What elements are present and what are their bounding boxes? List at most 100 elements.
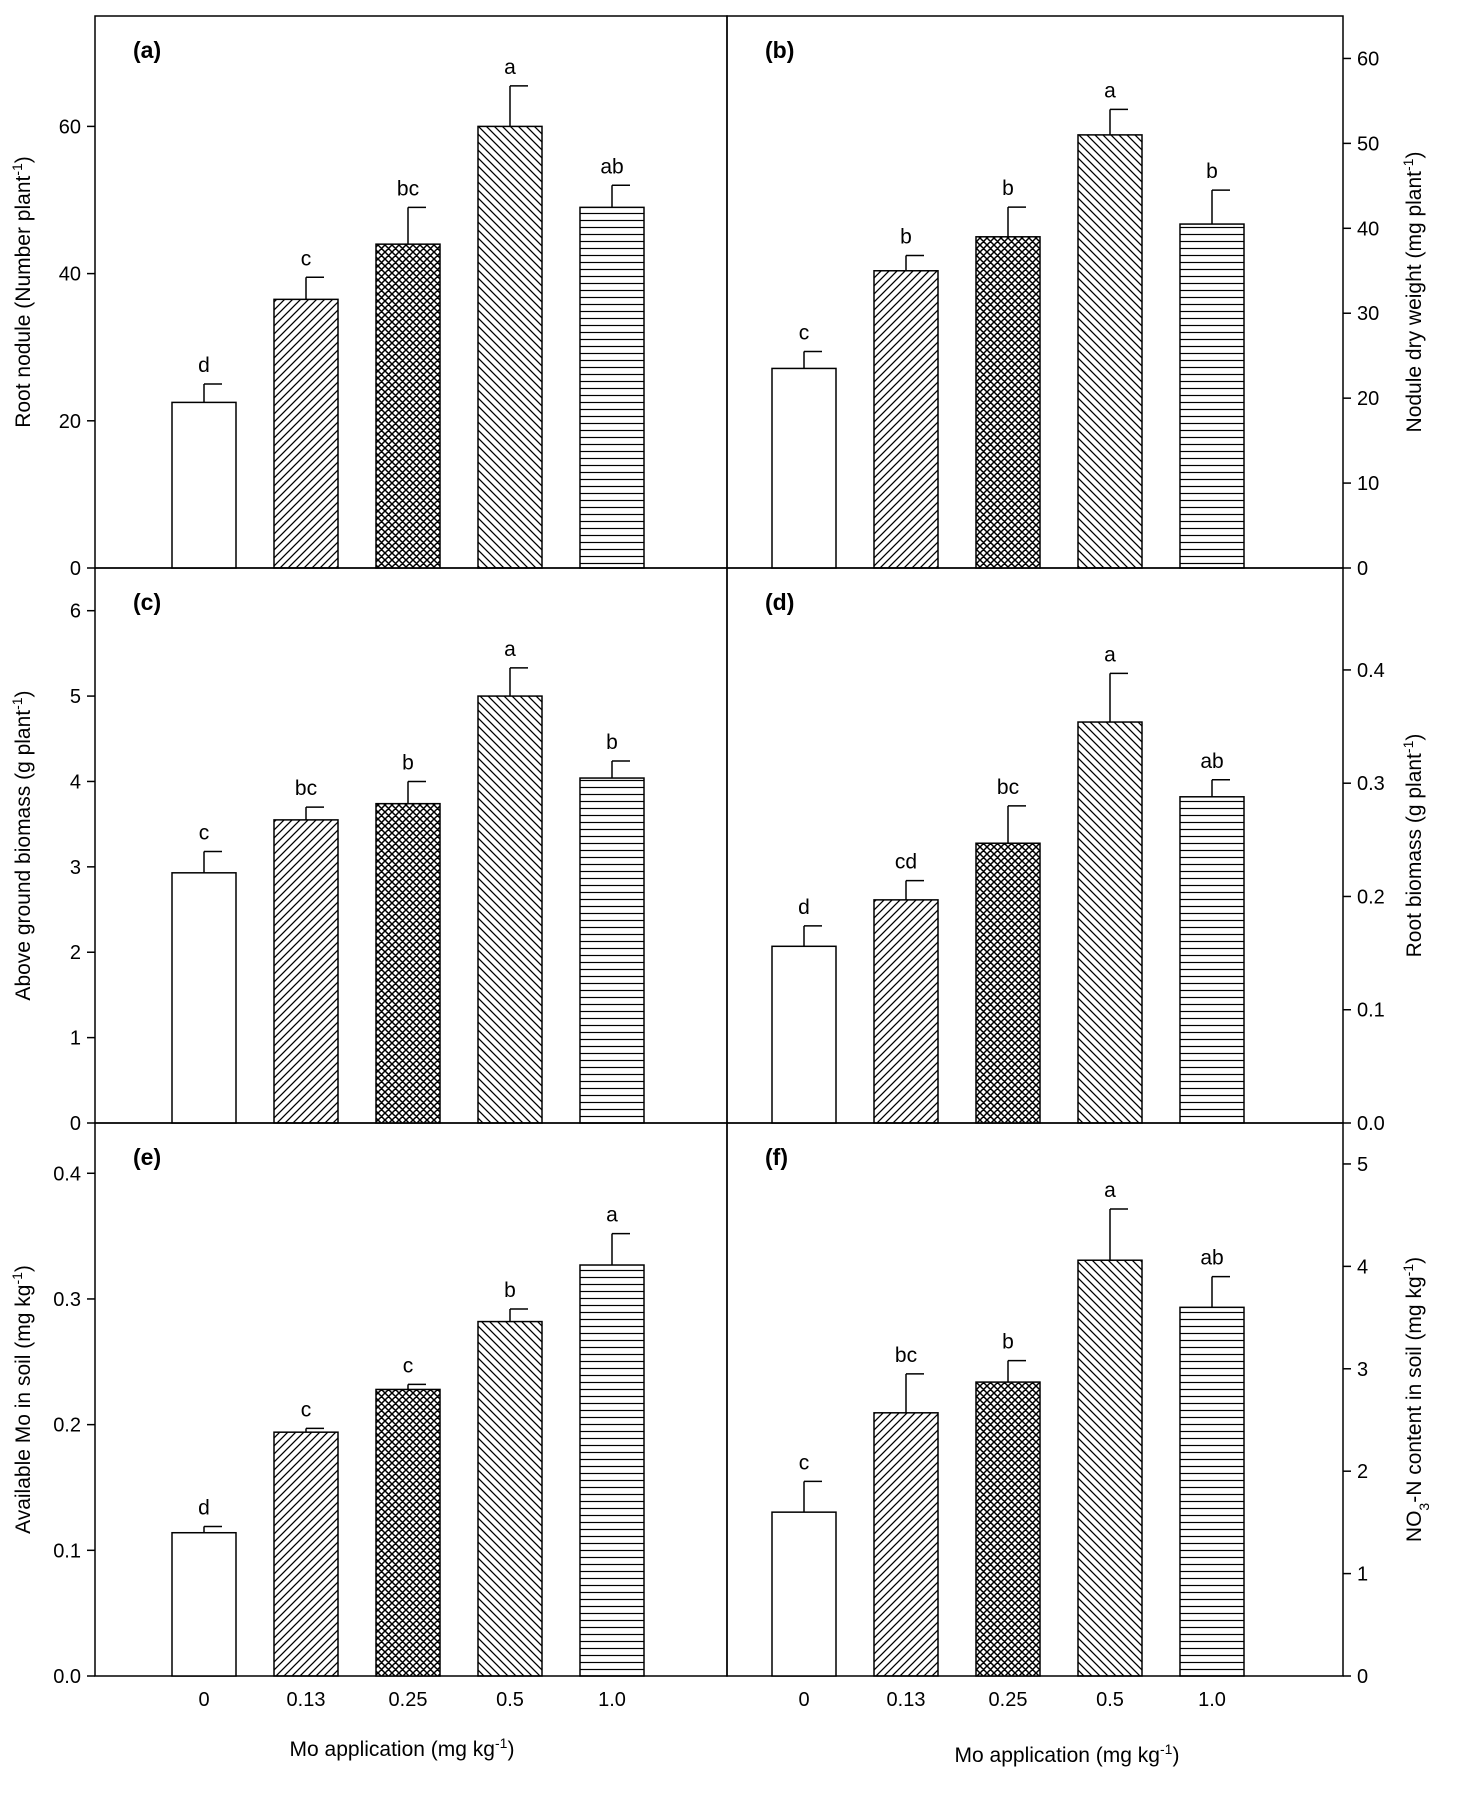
- y-tick-label: 2: [70, 942, 81, 964]
- y-tick-label: 0.4: [53, 1163, 81, 1185]
- x-axis-label-right: Mo application (mg kg-1): [955, 1741, 1180, 1767]
- y-tick-label: 5: [70, 686, 81, 708]
- bar-0.25: [375, 802, 441, 1124]
- y-tick-label: 0.3: [53, 1289, 81, 1311]
- y-tick-label: 60: [59, 116, 81, 138]
- significance-letter: c: [799, 321, 810, 344]
- x-tick-label: 1.0: [598, 1689, 626, 1711]
- bar-1.0: [1179, 1306, 1245, 1677]
- bar-0: [171, 872, 237, 1124]
- panel-c: (c) 0 1 2 3 4 5 6 Above ground biomass (g plant-…: [9, 567, 728, 1135]
- y-tick-label: 0.2: [1357, 886, 1385, 908]
- panel-label: (e): [133, 1144, 161, 1170]
- y-tick-label: 30: [1357, 303, 1379, 325]
- bar-0.25: [375, 243, 441, 569]
- significance-letter: a: [504, 638, 516, 661]
- y-tick-label: 0.4: [1357, 660, 1385, 682]
- significance-letter: cd: [895, 851, 917, 874]
- x-tick-label: 0: [798, 1689, 809, 1711]
- bar-0: [771, 1511, 837, 1677]
- y-tick-label: 40: [1357, 218, 1379, 240]
- x-tick-label: 0: [198, 1689, 209, 1711]
- significance-letter: a: [504, 56, 516, 79]
- significance-letter: c: [301, 1398, 312, 1421]
- y-axis-label: Above ground biomass (g plant-1): [9, 690, 35, 1000]
- significance-letter: ab: [1200, 750, 1223, 773]
- y-tick-label: 5: [1357, 1154, 1368, 1176]
- y-tick-label: 0: [70, 1113, 81, 1135]
- bar-0.5: [477, 125, 543, 569]
- y-tick-label: 3: [70, 857, 81, 879]
- bar-0.13: [273, 298, 339, 569]
- bar-1.0: [1179, 223, 1245, 569]
- x-tick-label: 0.25: [989, 1689, 1028, 1711]
- y-tick-label: 1: [70, 1028, 81, 1050]
- bar-0: [171, 401, 237, 569]
- significance-letter: b: [900, 225, 912, 248]
- bar-1.0: [1179, 796, 1245, 1124]
- y-tick-label: 3: [1357, 1359, 1368, 1381]
- bar-1.0: [579, 1264, 645, 1677]
- bar-1.0: [579, 777, 645, 1124]
- panel-f: (f) 0 1 2 3 4 5 NO3-N content in soil (mg kg-1)…: [726, 1122, 1432, 1711]
- significance-letter: bc: [997, 776, 1019, 799]
- significance-letter: c: [301, 247, 312, 270]
- bar-0: [171, 1531, 237, 1677]
- x-tick-label: 0.13: [887, 1689, 926, 1711]
- bar-0.13: [273, 819, 339, 1124]
- panel-label: (f): [765, 1144, 788, 1170]
- x-tick-label: 1.0: [1198, 1689, 1226, 1711]
- y-tick-label: 60: [1357, 48, 1379, 70]
- y-tick-label: 10: [1357, 473, 1379, 495]
- y-axis-label: Root nodule (Number plant-1): [9, 156, 35, 428]
- bar-0.5: [477, 1320, 543, 1677]
- panel-label: (c): [133, 589, 161, 615]
- y-tick-label: 0.0: [53, 1666, 81, 1688]
- bar-0.5: [1077, 721, 1143, 1124]
- bar-0.25: [975, 1381, 1041, 1677]
- y-tick-label: 0: [1357, 558, 1368, 580]
- x-tick-label: 0.5: [1096, 1689, 1124, 1711]
- y-axis-label: Available Mo in soil (mg kg-1): [9, 1265, 35, 1534]
- significance-letter: c: [799, 1451, 810, 1474]
- bar-0.5: [1077, 134, 1143, 569]
- significance-letter: b: [1002, 1331, 1014, 1354]
- y-tick-label: 40: [59, 264, 81, 286]
- x-tick-label: 0.25: [389, 1689, 428, 1711]
- significance-letter: d: [198, 354, 210, 377]
- significance-letter: a: [1104, 643, 1116, 666]
- y-tick-label: 0.1: [53, 1540, 81, 1562]
- bar-0.25: [975, 236, 1041, 569]
- x-tick-label: 0.5: [496, 1689, 524, 1711]
- significance-letter: d: [198, 1496, 210, 1519]
- significance-letter: ab: [600, 155, 623, 178]
- y-tick-label: 0.0: [1357, 1113, 1385, 1135]
- significance-letter: bc: [895, 1344, 917, 1367]
- bar-0.13: [873, 899, 939, 1124]
- bar-0.5: [477, 695, 543, 1124]
- bar-0: [771, 945, 837, 1124]
- significance-letter: d: [798, 896, 810, 919]
- significance-letter: bc: [397, 177, 419, 200]
- bar-0.5: [1077, 1259, 1143, 1677]
- significance-letter: a: [606, 1204, 618, 1227]
- panel-label: (d): [765, 589, 794, 615]
- y-tick-label: 0: [1357, 1666, 1368, 1688]
- panel-b: (b) 0 10 20 30 40 50 60 Nodule dry weight (mg pl…: [726, 15, 1426, 580]
- panel-a: (a) 0 20 40 60 Root nodule (Number plant-1) d c…: [9, 15, 728, 580]
- bar-0.13: [873, 270, 939, 569]
- y-tick-label: 4: [70, 771, 81, 793]
- x-axis-label-left: Mo application (mg kg-1): [290, 1735, 515, 1761]
- significance-letter: c: [199, 821, 210, 844]
- y-tick-label: 0.1: [1357, 1000, 1385, 1022]
- y-tick-label: 6: [70, 601, 81, 623]
- bar-0.25: [975, 842, 1041, 1124]
- y-axis-label: Nodule dry weight (mg plant-1): [1400, 152, 1426, 433]
- significance-letter: b: [504, 1279, 516, 1302]
- significance-letter: a: [1104, 79, 1116, 102]
- significance-letter: b: [402, 751, 414, 774]
- significance-letter: b: [1206, 160, 1218, 183]
- y-tick-label: 1: [1357, 1564, 1368, 1586]
- panel-label: (a): [133, 37, 161, 63]
- x-tick-label: 0.13: [287, 1689, 326, 1711]
